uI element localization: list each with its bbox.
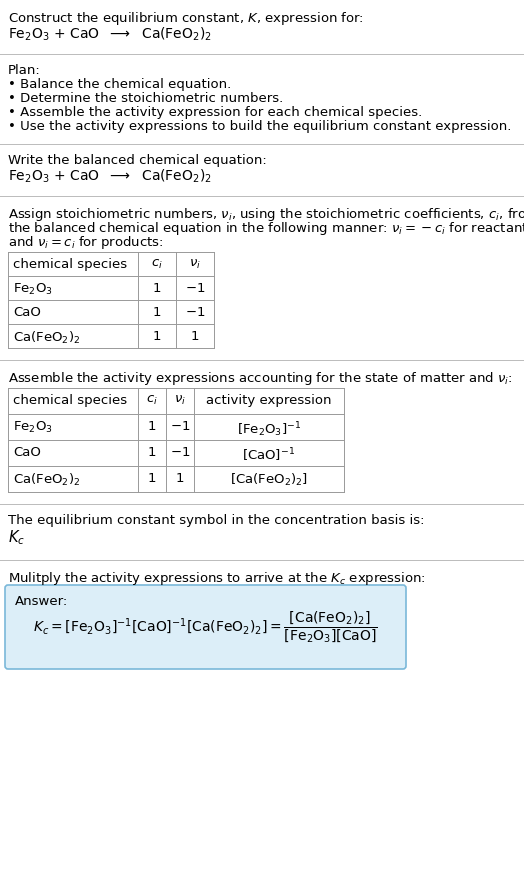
Text: CaO: CaO: [13, 446, 41, 459]
Text: Assign stoichiometric numbers, $\nu_i$, using the stoichiometric coefficients, $: Assign stoichiometric numbers, $\nu_i$, …: [8, 206, 524, 223]
FancyBboxPatch shape: [5, 585, 406, 669]
Text: $[\mathrm{Fe_2O_3}]^{-1}$: $[\mathrm{Fe_2O_3}]^{-1}$: [237, 420, 301, 438]
Text: $[\mathrm{CaO}]^{-1}$: $[\mathrm{CaO}]^{-1}$: [243, 446, 296, 463]
Text: Assemble the activity expressions accounting for the state of matter and $\nu_i$: Assemble the activity expressions accoun…: [8, 370, 512, 387]
Text: 1: 1: [148, 472, 156, 485]
Text: $\mathrm{Fe_2O_3}$ + CaO  $\longrightarrow$  $\mathrm{Ca(FeO_2)_2}$: $\mathrm{Fe_2O_3}$ + CaO $\longrightarro…: [8, 26, 212, 44]
Text: $\mathrm{Fe_2O_3}$: $\mathrm{Fe_2O_3}$: [13, 282, 53, 297]
Text: 1: 1: [153, 282, 161, 295]
Text: $-1$: $-1$: [185, 306, 205, 319]
Text: $\mathrm{Fe_2O_3}$: $\mathrm{Fe_2O_3}$: [13, 420, 53, 435]
Text: $\mathrm{Ca(FeO_2)_2}$: $\mathrm{Ca(FeO_2)_2}$: [13, 330, 80, 346]
Text: activity expression: activity expression: [206, 394, 332, 407]
Text: The equilibrium constant symbol in the concentration basis is:: The equilibrium constant symbol in the c…: [8, 514, 424, 527]
Text: 1: 1: [148, 420, 156, 433]
Text: Plan:: Plan:: [8, 64, 41, 77]
Text: $-1$: $-1$: [185, 282, 205, 295]
Text: $\mathrm{Fe_2O_3}$ + CaO  $\longrightarrow$  $\mathrm{Ca(FeO_2)_2}$: $\mathrm{Fe_2O_3}$ + CaO $\longrightarro…: [8, 168, 212, 186]
Text: • Determine the stoichiometric numbers.: • Determine the stoichiometric numbers.: [8, 92, 283, 105]
Text: Construct the equilibrium constant, $K$, expression for:: Construct the equilibrium constant, $K$,…: [8, 10, 364, 27]
Text: 1: 1: [176, 472, 184, 485]
Text: $c_i$: $c_i$: [146, 394, 158, 407]
Text: Mulitply the activity expressions to arrive at the $K_c$ expression:: Mulitply the activity expressions to arr…: [8, 570, 426, 587]
Text: chemical species: chemical species: [13, 258, 127, 271]
Text: Answer:: Answer:: [15, 595, 68, 608]
Text: $\mathrm{Ca(FeO_2)_2}$: $\mathrm{Ca(FeO_2)_2}$: [13, 472, 80, 488]
Text: 1: 1: [148, 446, 156, 459]
Text: • Balance the chemical equation.: • Balance the chemical equation.: [8, 78, 231, 91]
Text: and $\nu_i = c_i$ for products:: and $\nu_i = c_i$ for products:: [8, 234, 163, 251]
Text: • Use the activity expressions to build the equilibrium constant expression.: • Use the activity expressions to build …: [8, 120, 511, 133]
Text: $\nu_i$: $\nu_i$: [174, 394, 186, 407]
Text: 1: 1: [191, 330, 199, 343]
Text: $K_c = [\mathrm{Fe_2O_3}]^{-1} [\mathrm{CaO}]^{-1} [\mathrm{Ca(FeO_2)_2}] = \dfr: $K_c = [\mathrm{Fe_2O_3}]^{-1} [\mathrm{…: [33, 610, 378, 645]
Text: $K_c$: $K_c$: [8, 528, 25, 547]
Text: $[\mathrm{Ca(FeO_2)_2}]$: $[\mathrm{Ca(FeO_2)_2}]$: [230, 472, 308, 488]
Text: the balanced chemical equation in the following manner: $\nu_i = -c_i$ for react: the balanced chemical equation in the fo…: [8, 220, 524, 237]
Text: $\nu_i$: $\nu_i$: [189, 258, 201, 271]
Text: $-1$: $-1$: [170, 446, 190, 459]
Text: 1: 1: [153, 306, 161, 319]
Text: Write the balanced chemical equation:: Write the balanced chemical equation:: [8, 154, 267, 167]
Text: CaO: CaO: [13, 306, 41, 319]
Text: $-1$: $-1$: [170, 420, 190, 433]
Text: 1: 1: [153, 330, 161, 343]
Text: • Assemble the activity expression for each chemical species.: • Assemble the activity expression for e…: [8, 106, 422, 119]
Text: $c_i$: $c_i$: [151, 258, 163, 271]
Text: chemical species: chemical species: [13, 394, 127, 407]
